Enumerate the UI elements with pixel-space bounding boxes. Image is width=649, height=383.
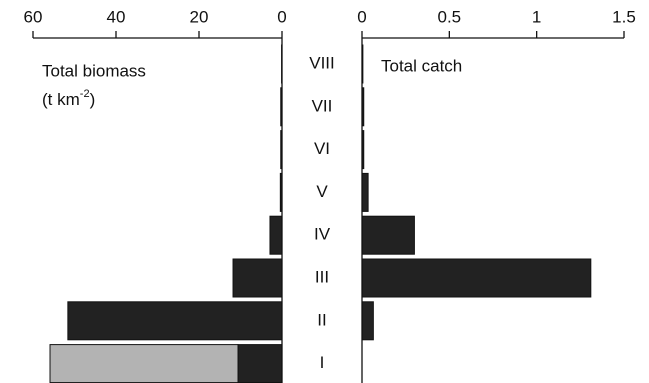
bar: [67, 301, 283, 341]
bar: [232, 258, 283, 298]
category-label: II: [317, 310, 326, 329]
category-label: IV: [314, 225, 331, 244]
x-tick-label: 40: [107, 7, 126, 26]
unit-label: (t km-2): [42, 88, 95, 110]
bar: [361, 301, 374, 341]
category-label: VII: [312, 96, 333, 115]
x-tick-label: 0: [277, 7, 286, 26]
chart-title: Total catch: [381, 56, 462, 75]
chart-title: Total biomass: [42, 61, 146, 80]
category-label: I: [320, 353, 325, 372]
bar: [269, 215, 283, 255]
x-tick-label: 1: [532, 7, 541, 26]
unit-exponent: -2: [80, 88, 90, 100]
category-label: VI: [314, 139, 330, 158]
category-label: VIII: [309, 53, 335, 72]
bar: [49, 344, 239, 383]
bar: [361, 258, 592, 298]
x-tick-label: 0: [357, 7, 366, 26]
bar: [237, 344, 283, 383]
x-tick-label: 0.5: [438, 7, 462, 26]
x-tick-label: 60: [24, 7, 43, 26]
unit-prefix: (t km: [42, 90, 80, 109]
bar: [361, 172, 369, 212]
x-tick-label: 20: [190, 7, 209, 26]
x-tick-label: 1.5: [612, 7, 636, 26]
bar: [361, 215, 415, 255]
unit-suffix: ): [90, 90, 96, 109]
category-label: V: [316, 182, 328, 201]
category-label: III: [315, 267, 329, 286]
